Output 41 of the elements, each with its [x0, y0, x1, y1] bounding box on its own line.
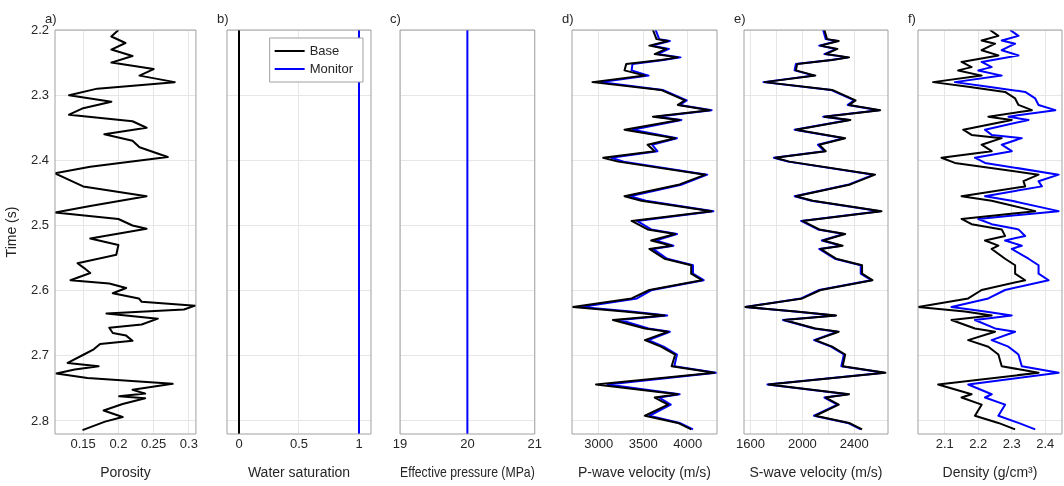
x-axis-title: Density (g/cm³) — [942, 464, 1038, 481]
x-tick-label: 2400 — [839, 436, 869, 452]
y-tick-label: 2.3 — [30, 86, 49, 102]
x-tick-label: 21 — [527, 436, 542, 452]
x-tick-label: 4000 — [673, 436, 703, 452]
x-axis-title: S-wave velocity (m/s) — [749, 464, 883, 481]
x-tick-label: 1600 — [736, 436, 765, 452]
chart-title: c) — [390, 11, 401, 27]
chart-title: a) — [45, 11, 57, 27]
x-tick-label: 2.1 — [935, 436, 954, 452]
x-axis-title: Water saturation — [247, 464, 351, 481]
x-tick-label: 2.4 — [1036, 436, 1055, 452]
x-tick-label: 19 — [392, 436, 408, 452]
x-tick-label: 0 — [235, 436, 243, 452]
chart-title: e) — [734, 11, 746, 27]
x-tick-label: 3500 — [628, 436, 658, 452]
legend-label: Monitor — [309, 60, 354, 76]
x-tick-label: 3000 — [584, 436, 614, 452]
x-tick-label: 0.3 — [179, 436, 198, 452]
x-tick-label: 1 — [355, 436, 363, 452]
x-tick-label: 2000 — [787, 436, 817, 452]
y-axis-title: Time (s) — [3, 206, 20, 258]
x-tick-label: 2.2 — [969, 436, 988, 452]
y-tick-label: 2.5 — [30, 217, 49, 233]
chart-title: b) — [217, 11, 229, 27]
chart-title: d) — [562, 11, 574, 27]
x-tick-label: 0.2 — [109, 436, 128, 452]
y-tick-label: 2.8 — [30, 412, 49, 428]
y-tick-label: 2.6 — [30, 282, 49, 298]
y-tick-label: 2.4 — [30, 151, 49, 167]
x-axis-title: P-wave velocity (m/s) — [577, 464, 712, 481]
x-tick-label: 0.15 — [70, 436, 96, 452]
x-axis-title: Effective pressure (MPa) — [400, 464, 535, 481]
x-tick-label: 0.25 — [140, 436, 167, 452]
x-tick-label: 0.5 — [289, 436, 309, 452]
y-tick-label: 2.7 — [30, 347, 49, 363]
x-axis-title: Porosity — [100, 464, 151, 481]
legend-label: Base — [309, 42, 340, 58]
x-tick-label: 2.3 — [1002, 436, 1021, 452]
x-tick-label: 20 — [460, 436, 475, 452]
chart-title: f) — [908, 11, 916, 27]
